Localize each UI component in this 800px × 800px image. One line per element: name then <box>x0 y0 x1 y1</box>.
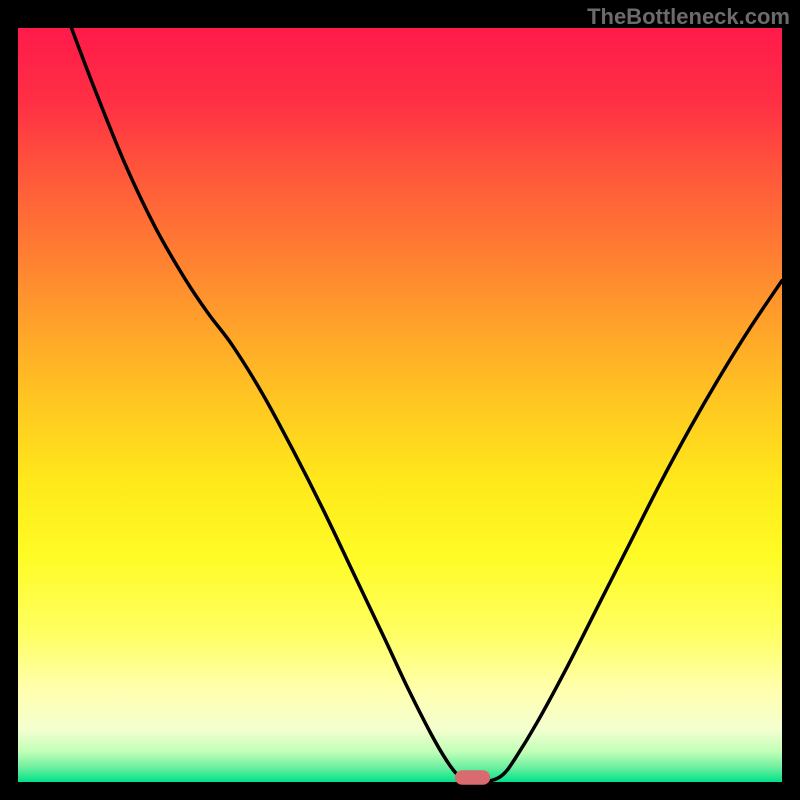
bottleneck-chart: TheBottleneck.com <box>0 0 800 800</box>
chart-svg <box>0 0 800 800</box>
optimal-marker <box>455 771 489 785</box>
watermark-text: TheBottleneck.com <box>587 4 790 30</box>
